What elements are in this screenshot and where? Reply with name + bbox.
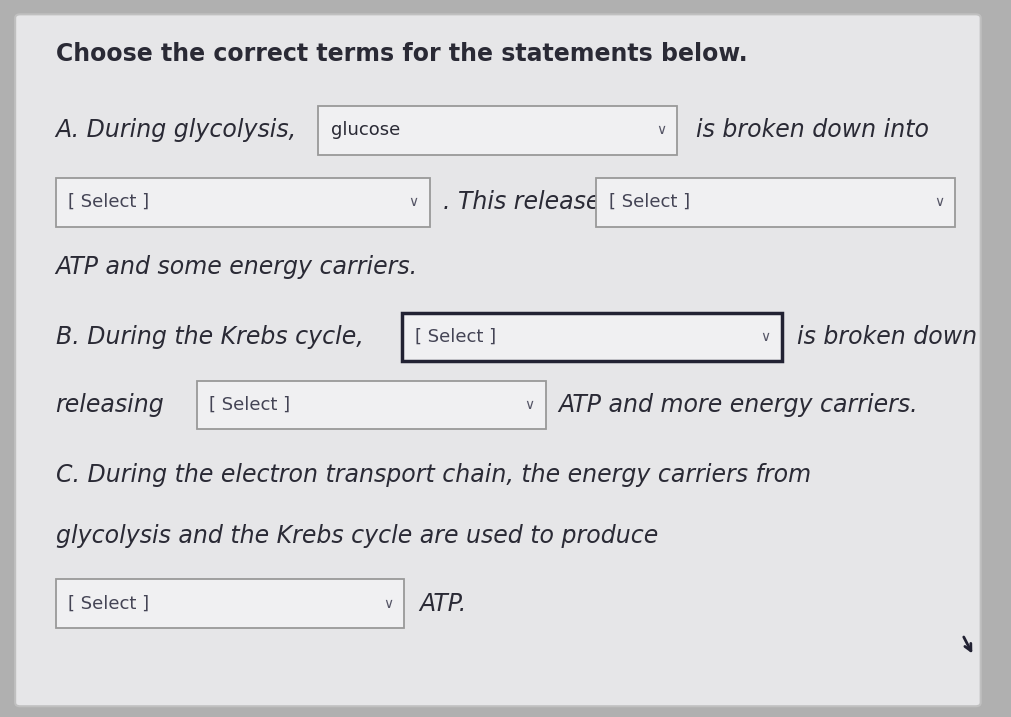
Text: ∨: ∨: [760, 330, 770, 344]
Text: [ Select ]: [ Select ]: [68, 193, 149, 212]
Text: ATP.: ATP.: [420, 592, 467, 616]
Text: ∨: ∨: [656, 123, 666, 138]
Text: ∨: ∨: [383, 597, 393, 611]
Text: is broken down into: is broken down into: [696, 118, 928, 143]
FancyBboxPatch shape: [56, 178, 430, 227]
Text: glycolysis and the Krebs cycle are used to produce: glycolysis and the Krebs cycle are used …: [56, 524, 658, 549]
Text: ATP and more energy carriers.: ATP and more energy carriers.: [558, 393, 918, 417]
Text: ∨: ∨: [525, 398, 535, 412]
Text: [ Select ]: [ Select ]: [209, 396, 290, 414]
Text: [ Select ]: [ Select ]: [415, 328, 495, 346]
Text: [ Select ]: [ Select ]: [609, 193, 690, 212]
Text: [ Select ]: [ Select ]: [68, 594, 149, 613]
Text: glucose: glucose: [331, 121, 399, 140]
Text: ATP and some energy carriers.: ATP and some energy carriers.: [56, 255, 418, 280]
Text: B. During the Krebs cycle,: B. During the Krebs cycle,: [56, 325, 363, 349]
Text: is broken down: is broken down: [797, 325, 977, 349]
Text: C. During the electron transport chain, the energy carriers from: C. During the electron transport chain, …: [56, 462, 811, 487]
Text: A. During glycolysis,: A. During glycolysis,: [56, 118, 297, 143]
Text: . This releases: . This releases: [443, 190, 613, 214]
FancyBboxPatch shape: [15, 14, 981, 706]
FancyBboxPatch shape: [56, 579, 404, 628]
FancyBboxPatch shape: [402, 313, 782, 361]
Text: ∨: ∨: [408, 195, 419, 209]
Text: Choose the correct terms for the statements below.: Choose the correct terms for the stateme…: [56, 42, 747, 66]
Text: ∨: ∨: [934, 195, 944, 209]
FancyBboxPatch shape: [596, 178, 955, 227]
FancyBboxPatch shape: [318, 106, 677, 155]
FancyBboxPatch shape: [197, 381, 546, 429]
Text: releasing: releasing: [56, 393, 165, 417]
